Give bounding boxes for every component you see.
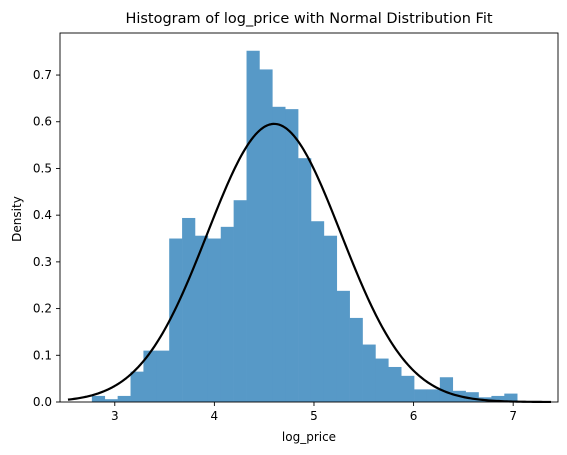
normal-fit-curve	[67, 122, 552, 404]
histogram-bar	[117, 395, 131, 402]
x-axis-label: log_price	[282, 430, 336, 444]
histogram-bar	[336, 290, 350, 402]
y-tick-label: 0.6	[33, 115, 52, 129]
axes-frame	[59, 32, 559, 403]
histogram-bar	[388, 366, 402, 402]
histogram-bar	[272, 106, 286, 403]
y-tick-label: 0.5	[33, 161, 52, 175]
histogram-bar	[207, 238, 222, 402]
histogram-bar	[426, 389, 441, 402]
histogram-bar	[401, 375, 415, 402]
y-axis-label: Density	[10, 196, 24, 242]
x-tick-label: 7	[509, 409, 517, 423]
y-tick-label: 0.3	[33, 255, 52, 269]
y-tick-label: 0.7	[33, 68, 52, 82]
histogram-bar	[104, 399, 118, 402]
histogram-bar	[349, 317, 363, 402]
y-tick-label: 0.1	[33, 348, 52, 362]
histogram-bar	[156, 350, 170, 402]
histogram-bar	[491, 395, 505, 402]
histogram-bar	[465, 392, 479, 402]
x-tick-label: 6	[410, 409, 418, 423]
histogram-bar	[504, 393, 518, 402]
histogram-bar	[259, 69, 273, 402]
y-tick-label: 0.2	[33, 302, 52, 316]
x-tick-label: 4	[211, 409, 219, 423]
histogram-bar	[233, 200, 247, 402]
histogram-bar	[375, 358, 389, 402]
plot-area	[67, 50, 552, 404]
histogram-bar	[285, 109, 299, 403]
histogram-bar	[362, 344, 376, 402]
histogram-bar	[414, 389, 428, 402]
histogram-bar	[130, 371, 144, 402]
histogram-bar	[439, 377, 454, 402]
axes: 3 4 5 6 7 0.0 0.1 0.2 0.3 0.4 0.5 0.6 0.7	[33, 32, 559, 423]
x-tick-label: 3	[111, 409, 119, 423]
y-tick-label: 0.0	[33, 395, 52, 409]
histogram-bar	[298, 158, 312, 402]
histogram-bar	[323, 235, 338, 402]
y-tick-label: 0.4	[33, 208, 52, 222]
histogram-bar	[91, 395, 106, 402]
x-tick-label: 5	[310, 409, 318, 423]
chart-title: Histogram of log_price with Normal Distr…	[125, 11, 492, 27]
histogram-bar	[246, 50, 260, 403]
histogram-bar	[143, 350, 157, 402]
histogram-bar	[194, 235, 209, 402]
histogram-bar	[220, 226, 234, 402]
histogram-bar	[182, 217, 196, 402]
histogram-bar	[169, 238, 183, 402]
histogram-bar	[310, 221, 325, 402]
